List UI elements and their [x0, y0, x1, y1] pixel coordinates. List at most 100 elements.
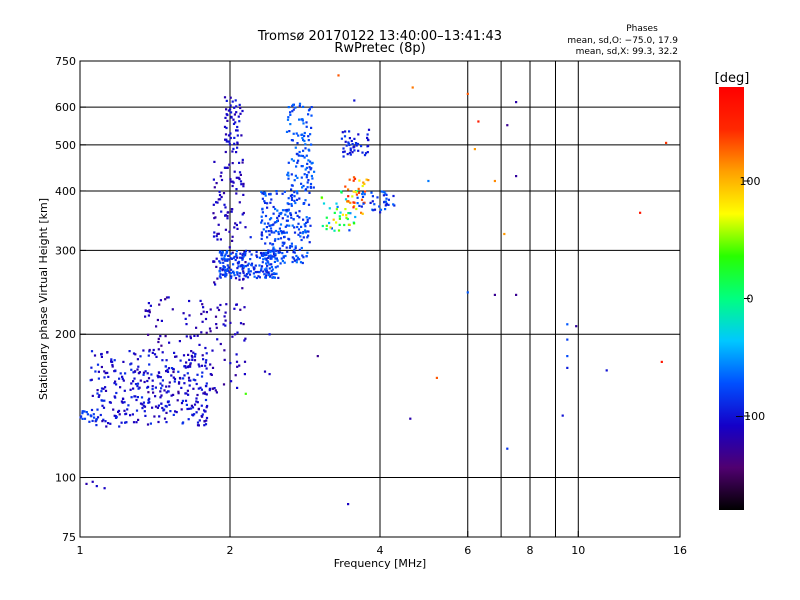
data-point — [100, 365, 103, 369]
data-point — [384, 192, 387, 195]
data-point — [342, 147, 345, 150]
data-point — [204, 384, 208, 388]
data-point — [136, 358, 139, 361]
data-point — [195, 382, 198, 386]
data-point — [361, 195, 365, 198]
data-point — [354, 191, 357, 194]
data-point — [156, 318, 159, 322]
data-point — [209, 330, 212, 333]
y-tick-label: 600 — [55, 101, 76, 114]
data-point — [215, 323, 218, 326]
data-point — [83, 417, 87, 420]
data-point — [211, 349, 214, 352]
data-point — [95, 418, 98, 421]
data-point — [138, 371, 141, 374]
data-point — [221, 269, 224, 272]
data-point — [228, 246, 231, 249]
data-point — [291, 193, 294, 197]
data-point — [185, 323, 188, 326]
data-point — [290, 245, 294, 248]
data-point — [241, 268, 244, 271]
data-point — [338, 215, 341, 218]
data-point — [365, 178, 368, 181]
data-point — [136, 368, 139, 371]
data-point — [192, 414, 195, 417]
data-point — [305, 176, 308, 179]
data-point — [275, 257, 278, 260]
data-point — [147, 398, 150, 402]
data-point — [107, 422, 110, 425]
data-point — [277, 250, 280, 253]
data-point — [230, 275, 233, 278]
data-point — [163, 417, 167, 420]
data-point — [285, 210, 288, 213]
data-point — [235, 188, 238, 191]
data-point — [159, 396, 162, 399]
data-point — [240, 134, 243, 137]
data-point — [187, 393, 190, 396]
data-point — [132, 380, 135, 383]
data-point — [141, 407, 144, 410]
data-point — [239, 322, 243, 325]
data-point — [263, 370, 267, 373]
data-point — [291, 224, 294, 227]
data-point — [286, 118, 290, 121]
data-point — [347, 141, 350, 144]
data-point — [303, 173, 306, 176]
data-point — [153, 415, 156, 418]
data-point — [281, 217, 284, 220]
data-point — [157, 340, 160, 344]
data-point — [156, 374, 159, 377]
colorbar-ticks: 100 0 −100 — [735, 175, 765, 423]
data-point — [162, 409, 165, 412]
data-point — [228, 140, 231, 143]
data-point — [237, 115, 240, 118]
data-point — [248, 250, 251, 253]
data-point — [561, 414, 564, 417]
data-point — [159, 390, 162, 393]
data-point — [272, 252, 276, 255]
data-point — [223, 254, 226, 258]
data-point — [215, 391, 218, 394]
data-point — [235, 223, 238, 227]
data-point — [287, 116, 290, 119]
data-point — [229, 321, 232, 324]
data-point — [91, 480, 94, 483]
data-point — [360, 211, 363, 214]
data-point — [264, 242, 267, 245]
data-point — [202, 310, 205, 313]
data-point — [90, 378, 93, 381]
data-point — [262, 228, 265, 231]
data-point — [221, 250, 224, 253]
data-point — [190, 354, 193, 357]
data-point — [223, 273, 226, 276]
data-point — [91, 394, 94, 397]
data-point — [566, 338, 569, 341]
data-point — [302, 218, 305, 221]
data-point — [147, 385, 150, 388]
data-point — [166, 368, 169, 371]
data-point — [273, 276, 276, 279]
data-point — [270, 230, 273, 233]
data-point — [147, 354, 150, 357]
data-point — [348, 137, 351, 140]
data-point — [310, 126, 313, 129]
data-point — [161, 384, 164, 387]
data-point — [279, 230, 282, 233]
data-point — [102, 406, 106, 409]
data-point — [302, 105, 305, 108]
data-point — [335, 208, 338, 211]
data-point — [265, 258, 268, 262]
data-point — [281, 252, 284, 255]
data-point — [279, 223, 283, 226]
data-point — [231, 239, 234, 242]
data-point — [379, 208, 383, 211]
data-point — [297, 154, 300, 157]
data-point — [242, 211, 245, 215]
data-point — [303, 229, 307, 232]
y-tick-label: 750 — [55, 55, 76, 68]
data-point — [265, 226, 268, 229]
data-point — [345, 214, 348, 217]
data-point — [286, 215, 289, 218]
colorbar — [719, 87, 744, 510]
